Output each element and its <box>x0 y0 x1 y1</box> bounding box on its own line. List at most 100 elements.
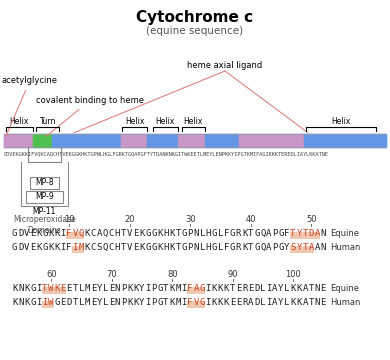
Bar <box>187 301 193 308</box>
Text: F: F <box>224 229 229 238</box>
Text: T: T <box>308 298 314 307</box>
Text: G: G <box>230 243 235 252</box>
Text: G: G <box>200 284 205 293</box>
Bar <box>60 287 66 294</box>
Bar <box>204 134 239 147</box>
Text: Human: Human <box>330 298 360 307</box>
Text: K: K <box>48 243 54 252</box>
Text: N: N <box>115 284 120 293</box>
Text: G: G <box>30 298 35 307</box>
Text: G: G <box>278 229 284 238</box>
Text: T: T <box>121 229 126 238</box>
Text: T: T <box>302 243 308 252</box>
Text: V: V <box>193 298 199 307</box>
Text: Q: Q <box>103 229 108 238</box>
Text: F: F <box>224 243 229 252</box>
Bar <box>199 301 205 308</box>
Text: K: K <box>36 229 42 238</box>
Text: R: R <box>242 284 247 293</box>
Text: E: E <box>133 243 138 252</box>
Text: 40: 40 <box>246 215 256 224</box>
Text: K: K <box>12 284 18 293</box>
Bar <box>304 134 386 147</box>
Text: G: G <box>157 298 163 307</box>
Text: Microperoxidase
Domains: Microperoxidase Domains <box>13 216 76 235</box>
Text: S: S <box>97 243 102 252</box>
Text: H: H <box>115 229 120 238</box>
Text: E: E <box>321 284 326 293</box>
Text: K: K <box>133 298 138 307</box>
Bar <box>314 231 320 239</box>
Bar <box>72 231 78 239</box>
Text: E: E <box>60 298 66 307</box>
Text: L: L <box>218 243 223 252</box>
Text: K: K <box>224 284 229 293</box>
Text: L: L <box>78 284 84 293</box>
Text: Helix: Helix <box>10 117 29 126</box>
Text: covalent binding to heme: covalent binding to heme <box>36 96 144 136</box>
Text: I: I <box>60 229 66 238</box>
Text: D: D <box>254 284 259 293</box>
Text: K: K <box>169 284 175 293</box>
Bar <box>193 287 199 294</box>
Text: A: A <box>248 298 254 307</box>
Text: P: P <box>151 298 156 307</box>
Text: P: P <box>188 243 193 252</box>
Text: 70: 70 <box>106 270 117 279</box>
Text: K: K <box>290 298 296 307</box>
Text: A: A <box>266 243 271 252</box>
Text: Y: Y <box>296 243 302 252</box>
Text: W: W <box>48 284 54 293</box>
Text: K: K <box>36 243 42 252</box>
Text: E: E <box>321 298 326 307</box>
Text: K: K <box>212 298 217 307</box>
Text: L: L <box>260 284 266 293</box>
Text: C: C <box>109 243 114 252</box>
Text: 10: 10 <box>64 215 75 224</box>
Bar <box>42 301 48 308</box>
Text: T: T <box>302 229 308 238</box>
Text: Human: Human <box>330 243 360 252</box>
Text: K: K <box>24 298 30 307</box>
Text: N: N <box>18 298 23 307</box>
Text: K: K <box>218 284 223 293</box>
Text: I: I <box>60 243 66 252</box>
Bar <box>290 246 296 253</box>
Text: A: A <box>193 284 199 293</box>
Text: K: K <box>224 298 229 307</box>
Bar <box>308 231 314 239</box>
Text: I: I <box>181 284 187 293</box>
Text: 30: 30 <box>185 215 196 224</box>
Text: L: L <box>218 229 223 238</box>
Text: M: M <box>85 284 90 293</box>
Text: T: T <box>73 284 78 293</box>
Text: E: E <box>236 284 241 293</box>
Text: G: G <box>230 229 235 238</box>
Text: I: I <box>206 298 211 307</box>
Bar <box>54 287 60 294</box>
Text: A: A <box>308 243 314 252</box>
Text: E: E <box>30 243 35 252</box>
Text: N: N <box>314 284 320 293</box>
Text: G: G <box>151 243 156 252</box>
Bar <box>78 231 84 239</box>
Text: R: R <box>242 298 247 307</box>
Text: 50: 50 <box>306 215 317 224</box>
Text: G: G <box>145 243 151 252</box>
Text: K: K <box>242 229 247 238</box>
Text: T: T <box>308 284 314 293</box>
Bar <box>302 246 308 253</box>
Text: K: K <box>54 243 60 252</box>
Text: E: E <box>109 284 114 293</box>
Text: G: G <box>254 243 259 252</box>
Bar <box>4 134 386 147</box>
Text: E: E <box>133 229 138 238</box>
Text: H: H <box>163 229 168 238</box>
Bar <box>4 134 33 147</box>
Text: I: I <box>36 284 42 293</box>
Text: 90: 90 <box>228 270 238 279</box>
Bar <box>33 134 52 147</box>
Text: G: G <box>181 229 187 238</box>
Text: Y: Y <box>284 243 290 252</box>
Text: I: I <box>266 298 271 307</box>
